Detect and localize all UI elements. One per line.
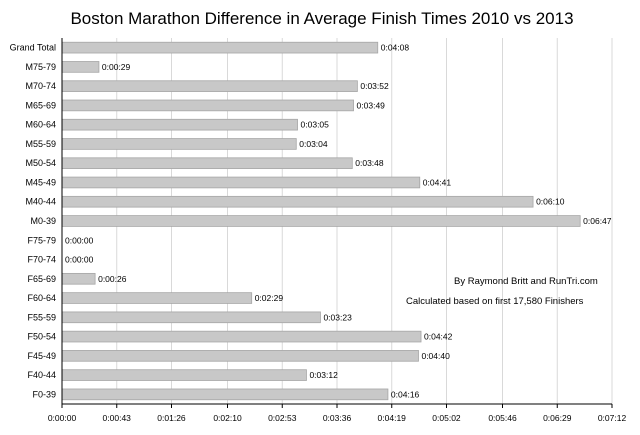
category-label: M40-44 bbox=[25, 197, 56, 207]
data-label: 0:03:04 bbox=[299, 139, 328, 149]
x-axis-tick-labels: 0:00:00 0:00:43 0:01:26 0:02:10 0:02:53 0:03:… bbox=[48, 404, 627, 423]
bar bbox=[61, 215, 581, 227]
category-label: F40-44 bbox=[27, 370, 56, 380]
data-label: 0:04:08 bbox=[381, 43, 410, 53]
data-label: 0:04:16 bbox=[391, 389, 420, 399]
category-label: M60-64 bbox=[25, 120, 56, 130]
data-label: 0:04:40 bbox=[421, 351, 450, 361]
category-label: F65-69 bbox=[27, 274, 56, 284]
x-tick-label: 0:00:00 bbox=[48, 413, 77, 423]
x-tick-label: 0:01:26 bbox=[157, 413, 186, 423]
bar bbox=[61, 176, 421, 189]
category-label: F60-64 bbox=[27, 293, 56, 303]
data-label: 0:03:05 bbox=[301, 120, 330, 130]
category-label: M75-79 bbox=[25, 62, 56, 72]
bar bbox=[61, 272, 96, 285]
category-labels: Grand Total M75-79 M70-74 M65-69 M60-64 M55-5… bbox=[10, 43, 56, 400]
x-tick-label: 0:05:02 bbox=[432, 413, 461, 423]
data-label: 0:06:47 bbox=[583, 216, 612, 226]
data-label: 0:03:12 bbox=[309, 370, 338, 380]
category-label: F0-39 bbox=[32, 389, 56, 399]
data-label: 0:04:41 bbox=[423, 177, 452, 187]
category-label: F75-79 bbox=[27, 235, 56, 245]
data-label: 0:02:29 bbox=[255, 293, 284, 303]
category-label: M65-69 bbox=[25, 100, 56, 110]
data-label: 0:00:00 bbox=[65, 235, 94, 245]
category-label: F45-49 bbox=[27, 351, 56, 361]
x-tick-label: 0:07:12 bbox=[598, 413, 627, 423]
data-label: 0:00:26 bbox=[98, 274, 127, 284]
bar bbox=[61, 99, 354, 112]
x-tick-label: 0:02:10 bbox=[213, 413, 242, 423]
data-label: 0:03:52 bbox=[360, 81, 389, 91]
data-label: 0:00:00 bbox=[65, 255, 94, 265]
data-label: 0:03:49 bbox=[357, 100, 386, 110]
data-label: 0:06:10 bbox=[536, 197, 565, 207]
bar bbox=[61, 350, 419, 362]
category-label: M0-39 bbox=[30, 216, 56, 226]
bar bbox=[61, 138, 297, 150]
x-tick-label: 0:03:36 bbox=[323, 413, 352, 423]
category-label: M50-54 bbox=[25, 158, 56, 168]
x-tick-label: 0:05:46 bbox=[488, 413, 517, 423]
category-label: M55-59 bbox=[25, 139, 56, 149]
x-tick-label: 0:02:53 bbox=[268, 413, 297, 423]
bar bbox=[61, 195, 534, 208]
bar bbox=[61, 118, 298, 131]
category-label: M45-49 bbox=[25, 177, 56, 187]
category-label: M70-74 bbox=[25, 81, 56, 91]
bar bbox=[61, 330, 422, 343]
x-tick-label: 0:06:29 bbox=[543, 413, 572, 423]
annotation-method: Calculated based on first 17,580 Finishe… bbox=[406, 296, 584, 307]
x-tick-label: 0:00:43 bbox=[103, 413, 132, 423]
bar bbox=[61, 157, 353, 170]
data-label: 0:03:48 bbox=[355, 158, 384, 168]
bar bbox=[61, 388, 389, 401]
category-label: F50-54 bbox=[27, 332, 56, 342]
data-label: 0:04:42 bbox=[424, 332, 453, 342]
chart-title: Boston Marathon Difference in Average Fi… bbox=[70, 9, 573, 28]
bar bbox=[61, 292, 253, 304]
category-label: F70-74 bbox=[27, 255, 56, 265]
category-label: Grand Total bbox=[10, 43, 56, 53]
data-label: 0:00:29 bbox=[102, 62, 131, 72]
bar bbox=[61, 80, 358, 92]
annotation-author: By Raymond Britt and RunTri.com bbox=[454, 276, 598, 287]
category-label: F55-59 bbox=[27, 312, 56, 322]
x-tick-label: 0:04:19 bbox=[378, 413, 407, 423]
data-labels: 0:04:08 0:00:29 0:03:52 0:03:49 0:03:05 0:03:… bbox=[65, 43, 612, 400]
bar bbox=[61, 369, 307, 381]
data-label: 0:03:23 bbox=[323, 312, 352, 322]
bar bbox=[61, 61, 100, 73]
bar bbox=[61, 311, 321, 324]
bar bbox=[61, 41, 379, 54]
bars bbox=[61, 41, 581, 401]
